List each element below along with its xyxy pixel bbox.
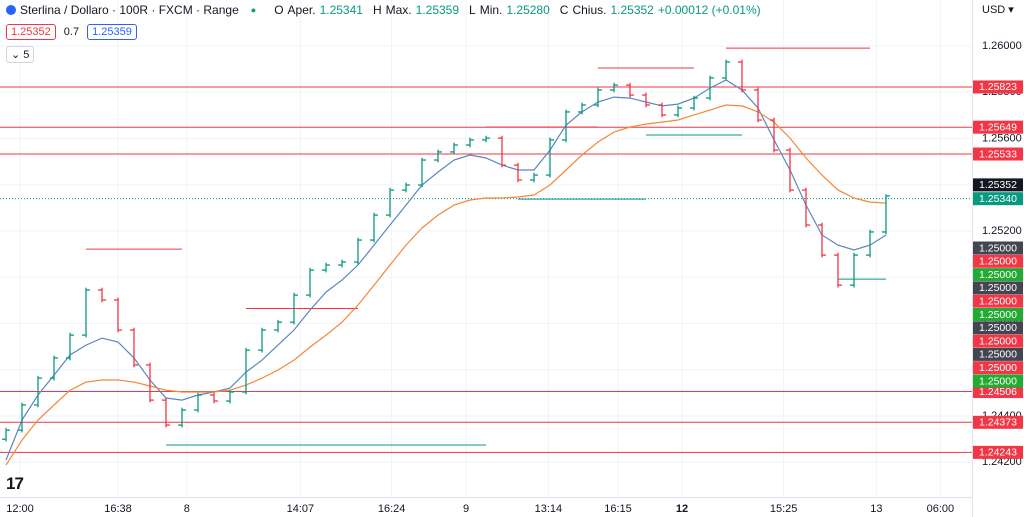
ohlc-name: Chius. (572, 3, 607, 17)
price-tag-label: 1.25000 (979, 269, 1017, 281)
price-tag (973, 294, 1023, 308)
price-tag (973, 385, 1023, 399)
ohlc-key: C (559, 3, 569, 17)
ohlc-name: Aper. (287, 3, 316, 17)
ohlc-name: Max. (385, 3, 412, 17)
price-tag-label: 1.25340 (979, 193, 1017, 205)
ohlc-value: 1.25280 (506, 3, 550, 17)
price-tag-label: 1.25352 (979, 179, 1017, 191)
y-tick-label: 1.25600 (982, 132, 1022, 144)
price-tag (973, 120, 1023, 134)
ohlc-value: 1.25359 (415, 3, 460, 17)
status-dot: ● (250, 5, 257, 15)
price-tag (973, 268, 1023, 282)
sell-button[interactable]: 1.25352 (6, 24, 56, 40)
price-tag (973, 321, 1023, 335)
x-tick-label: 16:38 (104, 503, 132, 515)
price-tag (973, 415, 1023, 429)
x-tick-label: 13:14 (535, 503, 563, 515)
price-tag (973, 361, 1023, 375)
price-tag-label: 1.25000 (979, 375, 1017, 387)
symbol-icon (6, 5, 16, 15)
ohlc-value: 1.25352 (610, 3, 654, 17)
ohlc-key: H (372, 3, 382, 17)
ohlc-value: 1.25341 (319, 3, 363, 17)
change: +0.00012 (+0.01%) (657, 3, 761, 17)
price-tag (973, 347, 1023, 361)
ohlc-key: L (469, 3, 476, 17)
quantity-toggle[interactable]: ⌄ 5 (6, 46, 35, 63)
price-tag-label: 1.25649 (979, 121, 1017, 133)
ohlc-name: Min. (479, 3, 503, 17)
x-tick-label: 12:00 (6, 503, 34, 515)
x-tick-label: 13 (870, 503, 882, 515)
ohlc-key: O (274, 3, 284, 17)
spread: 0.7 (63, 26, 80, 38)
x-tick-label: 14:07 (287, 503, 315, 515)
x-tick-label: 9 (463, 503, 469, 515)
price-tag-label: 1.25533 (979, 148, 1017, 160)
price-tag-label: 1.25000 (979, 309, 1017, 321)
y-tick-label: 1.24200 (982, 456, 1022, 468)
y-tick-label: 1.25200 (982, 225, 1022, 237)
price-tag-label: 1.25000 (979, 282, 1017, 294)
price-tag-label: 1.25000 (979, 242, 1017, 254)
y-tick-label: 1.26000 (982, 40, 1022, 52)
price-tag-label: 1.24243 (979, 447, 1017, 459)
logo[interactable]: 17 (6, 474, 24, 493)
x-tick-label: 06:00 (927, 503, 955, 515)
price-tag-label: 1.25000 (979, 295, 1017, 307)
x-tick-label: 12 (676, 503, 688, 515)
price-tag (973, 241, 1023, 255)
trade-row: 1.25352 0.7 1.25359 (6, 24, 137, 40)
legend-row: Sterlina / Dollaro · 100R · FXCM · Range… (6, 3, 761, 17)
price-tag-label: 1.25000 (979, 362, 1017, 374)
price-tag-label: 1.25000 (979, 256, 1017, 268)
moving-average (5, 104, 887, 466)
price-tag (973, 254, 1023, 268)
buy-button[interactable]: 1.25359 (87, 24, 137, 40)
price-tag (973, 147, 1023, 161)
ohlc-legend: O Aper. 1.25341 H Max. 1.25359 L Min. 1.25280 C Ch… (268, 3, 654, 17)
currency: USD (982, 4, 1006, 16)
price-tag (973, 445, 1023, 459)
price-tag (973, 192, 1023, 206)
price-tag (973, 374, 1023, 388)
price-tag-label: 1.24506 (979, 386, 1017, 398)
quantity: 5 (23, 49, 30, 61)
price-tag-label: 1.25000 (979, 349, 1017, 361)
x-tick-label: 15:25 (770, 503, 798, 515)
price-tag-label: 1.25823 (979, 81, 1017, 93)
price-tag-label: 1.25000 (979, 335, 1017, 347)
price-tag-label: 1.25000 (979, 322, 1017, 334)
price-tag (973, 281, 1023, 295)
symbol-title[interactable]: Sterlina / Dollaro · 100R · FXCM · Range (20, 3, 239, 17)
price-tag (973, 308, 1023, 321)
quantity-row: ⌄ 5 (6, 46, 35, 63)
moving-average (5, 79, 887, 461)
x-tick-label: 8 (184, 503, 190, 515)
price-tag (973, 178, 1023, 192)
price-tag (973, 334, 1023, 348)
x-tick-label: 16:24 (378, 503, 406, 515)
price-tag-label: 1.24373 (979, 417, 1017, 429)
currency-menu[interactable]: USD ▾ (982, 4, 1014, 16)
price-tag (973, 80, 1023, 94)
time-axis (0, 497, 972, 517)
x-tick-label: 16:15 (604, 503, 632, 515)
